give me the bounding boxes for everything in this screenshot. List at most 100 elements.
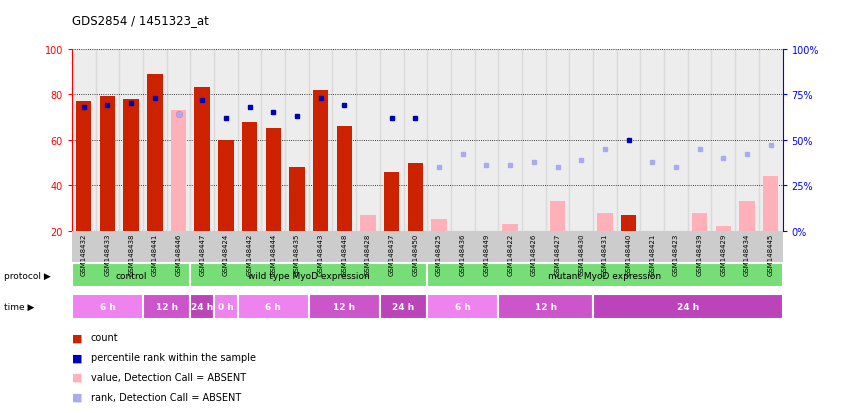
Bar [143, 294, 190, 319]
Text: ■: ■ [72, 392, 82, 402]
Bar [167, 231, 190, 262]
Bar [498, 50, 522, 231]
Text: GSM148424: GSM148424 [222, 233, 229, 275]
Bar [238, 294, 309, 319]
Bar [124, 100, 139, 231]
Text: GSM148438: GSM148438 [128, 233, 135, 275]
Text: value, Detection Call = ABSENT: value, Detection Call = ABSENT [91, 372, 245, 382]
Bar [735, 231, 759, 262]
Bar [688, 231, 711, 262]
Bar [427, 231, 451, 262]
Bar [285, 231, 309, 262]
Bar [190, 231, 214, 262]
Bar [645, 231, 660, 261]
Bar [309, 231, 332, 262]
Bar [285, 50, 309, 231]
Bar [266, 129, 281, 231]
Bar [498, 231, 522, 262]
Bar [190, 50, 214, 231]
Text: 6 h: 6 h [455, 302, 470, 311]
Text: GSM148443: GSM148443 [317, 233, 324, 275]
Text: control: control [115, 271, 147, 280]
Text: ■: ■ [72, 372, 82, 382]
Text: GSM148429: GSM148429 [720, 233, 727, 275]
Bar [569, 50, 593, 231]
Text: GSM148434: GSM148434 [744, 233, 750, 275]
Text: GSM148441: GSM148441 [151, 233, 158, 275]
Bar [214, 231, 238, 262]
Bar [593, 294, 783, 319]
Text: GSM148431: GSM148431 [602, 233, 608, 275]
Text: GSM148445: GSM148445 [767, 233, 774, 275]
Bar [360, 216, 376, 231]
Bar [503, 225, 518, 231]
Bar [621, 216, 636, 231]
Bar [640, 231, 664, 262]
Text: GSM148442: GSM148442 [246, 233, 253, 275]
Bar [242, 122, 257, 231]
Bar [526, 231, 541, 254]
Text: GSM148425: GSM148425 [436, 233, 442, 275]
Bar [735, 50, 759, 231]
Bar [427, 294, 498, 319]
Bar [593, 50, 617, 231]
Bar [479, 231, 494, 240]
Bar [617, 50, 640, 231]
Text: 6 h: 6 h [266, 302, 281, 311]
Text: GSM148422: GSM148422 [507, 233, 514, 275]
Text: 24 h: 24 h [393, 302, 415, 311]
Bar [261, 231, 285, 262]
Bar [569, 231, 593, 262]
Text: GSM148437: GSM148437 [388, 233, 395, 275]
Bar [692, 213, 707, 231]
Bar [404, 231, 427, 262]
Text: GSM148449: GSM148449 [483, 233, 490, 275]
Text: 0 h: 0 h [218, 302, 233, 311]
Text: GSM148444: GSM148444 [270, 233, 277, 275]
Bar [96, 50, 119, 231]
Bar [261, 50, 285, 231]
Bar [309, 294, 380, 319]
Text: rank, Detection Call = ABSENT: rank, Detection Call = ABSENT [91, 392, 241, 402]
Bar [289, 168, 305, 231]
Text: GSM148421: GSM148421 [649, 233, 656, 275]
Bar [72, 50, 96, 231]
Bar [664, 231, 688, 262]
Bar [171, 111, 186, 231]
Bar [238, 50, 261, 231]
Bar [100, 97, 115, 231]
Bar [759, 50, 783, 231]
Bar [550, 202, 565, 231]
Text: GSM148433: GSM148433 [104, 233, 111, 275]
Bar [356, 231, 380, 262]
Bar [597, 213, 613, 231]
Bar [356, 50, 380, 231]
Text: GSM148450: GSM148450 [412, 233, 419, 275]
Bar [147, 75, 162, 231]
Bar [546, 50, 569, 231]
Bar [408, 163, 423, 231]
Bar [475, 231, 498, 262]
Text: time ▶: time ▶ [4, 302, 35, 311]
Bar [427, 263, 783, 288]
Bar [522, 231, 546, 262]
Text: GSM148423: GSM148423 [673, 233, 679, 275]
Bar [214, 294, 238, 319]
Bar [76, 102, 91, 231]
Bar [455, 231, 470, 238]
Bar [119, 231, 143, 262]
Text: 24 h: 24 h [191, 302, 213, 311]
Bar [427, 50, 451, 231]
Bar [711, 231, 735, 262]
Bar [711, 50, 735, 231]
Bar [190, 294, 214, 319]
Text: GSM148435: GSM148435 [294, 233, 300, 275]
Bar [522, 50, 546, 231]
Text: ■: ■ [72, 352, 82, 362]
Text: 24 h: 24 h [677, 302, 699, 311]
Text: 12 h: 12 h [156, 302, 178, 311]
Text: GSM148439: GSM148439 [696, 233, 703, 275]
Text: count: count [91, 332, 118, 342]
Bar [332, 231, 356, 262]
Text: protocol ▶: protocol ▶ [4, 271, 51, 280]
